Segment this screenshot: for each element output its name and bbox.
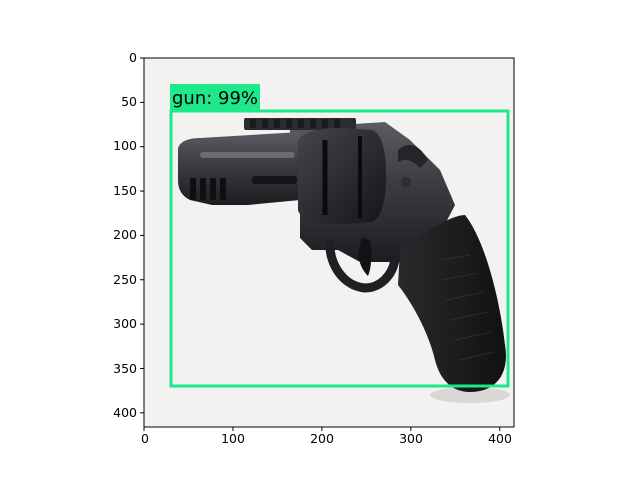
x-tick-label: 100	[221, 431, 245, 446]
y-tick-label: 250	[113, 272, 137, 287]
y-tick-label: 400	[113, 405, 137, 420]
axis-ticks	[140, 57, 501, 431]
x-tick-label: 300	[399, 431, 423, 446]
y-tick-label: 150	[113, 183, 137, 198]
detection-box	[169, 109, 510, 388]
axes-frame	[143, 57, 515, 428]
x-tick-label: 200	[310, 431, 334, 446]
y-tick-label: 350	[113, 361, 137, 376]
y-tick-label: 0	[129, 50, 137, 65]
y-tick-label: 50	[121, 94, 137, 109]
detection-label: gun: 99%	[172, 88, 259, 109]
revolver-image	[178, 118, 510, 403]
detection-label-background	[170, 84, 260, 111]
y-tick-label: 200	[113, 227, 137, 242]
x-tick-label: 0	[141, 431, 149, 446]
x-tick-label: 400	[488, 431, 512, 446]
y-tick-label: 300	[113, 316, 137, 331]
y-tick-label: 100	[113, 138, 137, 153]
